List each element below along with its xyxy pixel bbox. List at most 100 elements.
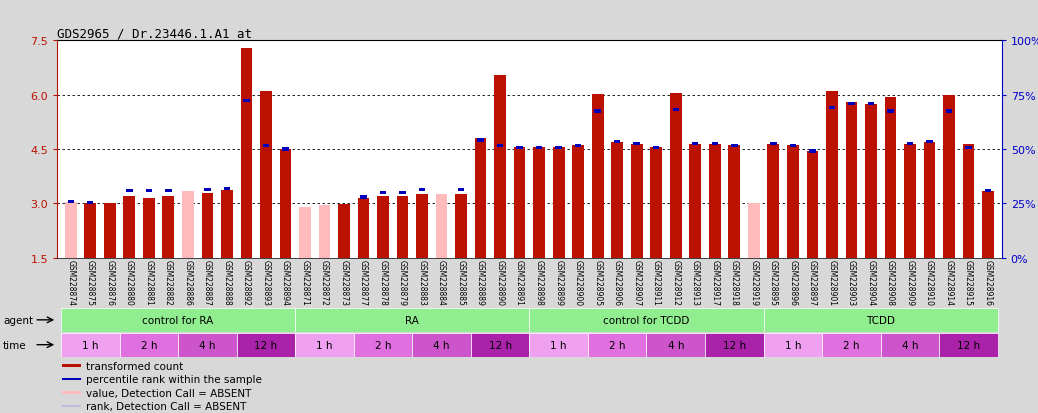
Bar — [223, 187, 230, 190]
Text: GSM228872: GSM228872 — [320, 259, 329, 305]
Bar — [536, 146, 543, 150]
Text: 2 h: 2 h — [609, 340, 626, 350]
Bar — [377, 197, 389, 258]
Bar — [477, 139, 484, 142]
Text: 2 h: 2 h — [140, 340, 157, 350]
Bar — [729, 146, 740, 258]
Bar — [534, 148, 545, 258]
Bar — [62, 405, 81, 407]
Bar — [985, 190, 991, 193]
Bar — [354, 333, 412, 357]
Bar — [143, 199, 155, 258]
Bar — [299, 208, 310, 258]
Bar — [705, 333, 764, 357]
Bar — [237, 333, 295, 357]
Text: GDS2965 / Dr.23446.1.A1_at: GDS2965 / Dr.23446.1.A1_at — [57, 27, 252, 40]
Text: GSM228876: GSM228876 — [105, 259, 114, 305]
Text: GSM228918: GSM228918 — [730, 259, 739, 305]
Text: GSM228887: GSM228887 — [202, 259, 212, 305]
Text: 2 h: 2 h — [375, 340, 391, 350]
Text: GSM228875: GSM228875 — [86, 259, 94, 305]
Bar — [497, 145, 503, 148]
Bar — [764, 308, 998, 332]
Text: GSM228886: GSM228886 — [184, 259, 192, 305]
Bar — [709, 144, 720, 258]
Bar — [163, 197, 174, 258]
Bar — [592, 95, 603, 258]
Bar — [884, 97, 896, 258]
Bar — [982, 191, 993, 258]
Text: GSM228880: GSM228880 — [125, 259, 134, 305]
Text: GSM228913: GSM228913 — [690, 259, 700, 305]
Bar — [614, 141, 621, 144]
Text: 4 h: 4 h — [667, 340, 684, 350]
Bar — [904, 144, 916, 258]
Bar — [62, 364, 81, 367]
Bar — [263, 145, 269, 148]
Bar — [397, 197, 408, 258]
Bar — [826, 92, 838, 258]
Bar — [631, 144, 643, 258]
Bar — [516, 146, 523, 150]
Text: GSM228889: GSM228889 — [476, 259, 485, 305]
Text: GSM228900: GSM228900 — [574, 259, 582, 305]
Text: GSM228919: GSM228919 — [749, 259, 759, 305]
Bar — [62, 378, 81, 380]
Bar — [810, 150, 816, 153]
Text: control for RA: control for RA — [142, 315, 214, 325]
Text: GSM228897: GSM228897 — [808, 259, 817, 305]
Bar — [119, 333, 179, 357]
Bar — [87, 202, 93, 205]
Text: 4 h: 4 h — [433, 340, 449, 350]
Text: GSM228894: GSM228894 — [281, 259, 290, 305]
Bar — [360, 196, 366, 199]
Bar — [670, 94, 682, 258]
Text: GSM228882: GSM228882 — [164, 259, 173, 305]
Text: GSM228892: GSM228892 — [242, 259, 251, 305]
Bar — [474, 139, 487, 258]
Text: control for TCDD: control for TCDD — [603, 315, 689, 325]
Bar — [182, 191, 194, 258]
Text: 12 h: 12 h — [489, 340, 512, 350]
Text: GSM228904: GSM228904 — [867, 259, 875, 305]
Text: GSM228888: GSM228888 — [222, 259, 231, 305]
Text: 12 h: 12 h — [722, 340, 746, 350]
Bar — [380, 192, 386, 195]
Bar — [65, 202, 77, 258]
Bar — [295, 333, 354, 357]
Bar — [767, 144, 780, 258]
Bar — [647, 333, 705, 357]
Text: rank, Detection Call = ABSENT: rank, Detection Call = ABSENT — [86, 401, 246, 411]
Text: 1 h: 1 h — [550, 340, 567, 350]
Bar — [412, 333, 471, 357]
Bar — [165, 190, 171, 193]
Text: GSM228891: GSM228891 — [515, 259, 524, 305]
Text: percentile rank within the sample: percentile rank within the sample — [86, 374, 262, 384]
Text: 4 h: 4 h — [199, 340, 216, 350]
Bar — [865, 104, 877, 258]
Bar — [400, 192, 406, 195]
Text: agent: agent — [3, 315, 33, 325]
Bar — [358, 199, 370, 258]
Text: GSM228901: GSM228901 — [827, 259, 837, 305]
Text: GSM228873: GSM228873 — [339, 259, 349, 305]
Text: GSM228877: GSM228877 — [359, 259, 368, 305]
Bar — [418, 189, 426, 192]
Bar — [588, 333, 647, 357]
Bar — [673, 108, 679, 112]
Bar — [731, 145, 738, 148]
Text: TCDD: TCDD — [866, 315, 895, 325]
Text: 1 h: 1 h — [785, 340, 801, 350]
Bar — [261, 92, 272, 258]
Text: GSM228903: GSM228903 — [847, 259, 856, 305]
Bar — [436, 195, 447, 258]
Bar — [595, 110, 601, 114]
Bar — [926, 141, 933, 144]
Bar — [611, 142, 623, 258]
Text: GSM228915: GSM228915 — [964, 259, 973, 305]
Bar — [179, 333, 237, 357]
Bar — [770, 142, 776, 146]
Text: GSM228874: GSM228874 — [66, 259, 75, 305]
Bar — [944, 95, 955, 258]
Text: GSM228912: GSM228912 — [672, 259, 680, 305]
